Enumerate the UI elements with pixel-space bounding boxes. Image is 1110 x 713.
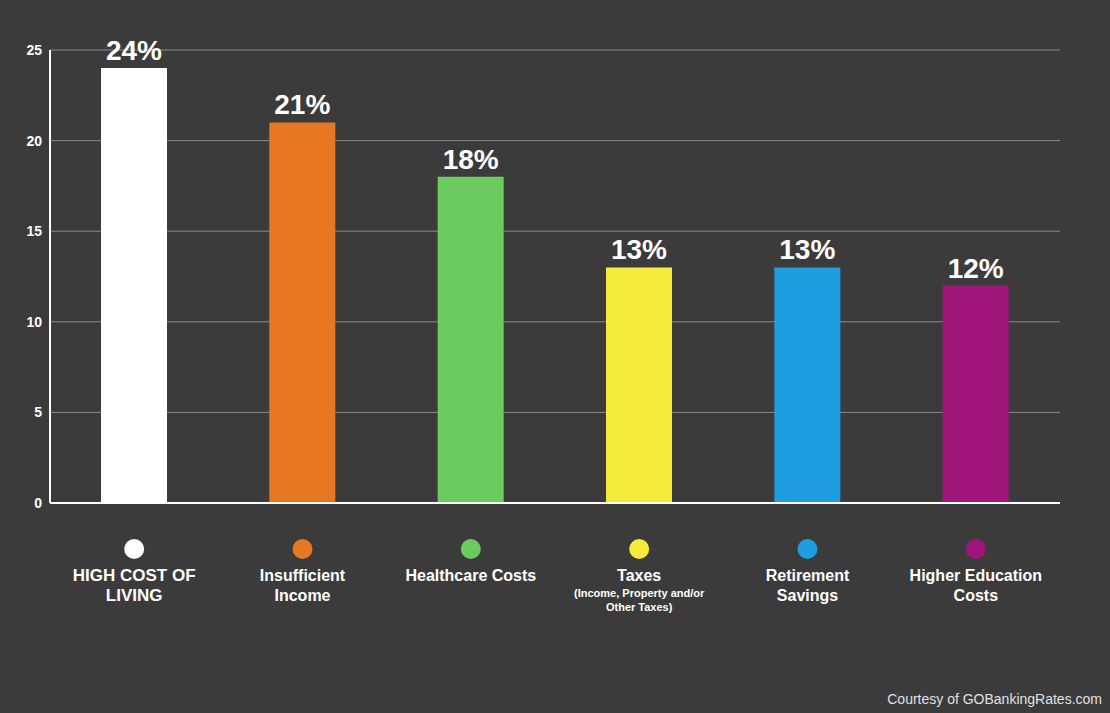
svg-text:13%: 13% xyxy=(611,234,667,265)
svg-text:24%: 24% xyxy=(106,35,162,66)
svg-text:15: 15 xyxy=(26,223,42,239)
svg-text:21%: 21% xyxy=(274,89,330,120)
svg-text:Healthcare Costs: Healthcare Costs xyxy=(405,567,536,584)
svg-text:12%: 12% xyxy=(948,253,1004,284)
svg-text:Taxes: Taxes xyxy=(617,567,661,584)
svg-text:Income: Income xyxy=(274,587,330,604)
svg-text:5: 5 xyxy=(34,404,42,420)
html-text:Courtesy of GOBankingRates.com: Courtesy of GOBankingRates.com xyxy=(887,691,1102,707)
svg-text:18%: 18% xyxy=(443,144,499,175)
svg-text:Retirement: Retirement xyxy=(766,567,850,584)
svg-text:10: 10 xyxy=(26,314,42,330)
svg-text:Savings: Savings xyxy=(777,587,838,604)
svg-text:(Income, Property and/or: (Income, Property and/or xyxy=(574,587,705,599)
svg-text:Other Taxes): Other Taxes) xyxy=(606,601,673,613)
svg-text:0: 0 xyxy=(34,495,42,511)
svg-text:20: 20 xyxy=(26,133,42,149)
svg-text:Insufficient: Insufficient xyxy=(260,567,346,584)
svg-text:Costs: Costs xyxy=(954,587,999,604)
svg-text:Higher Education: Higher Education xyxy=(910,567,1042,584)
svg-text:HIGH COST OF: HIGH COST OF xyxy=(73,566,196,585)
svg-text:LIVING: LIVING xyxy=(106,586,163,605)
svg-text:13%: 13% xyxy=(779,234,835,265)
svg-text:25: 25 xyxy=(26,42,42,58)
